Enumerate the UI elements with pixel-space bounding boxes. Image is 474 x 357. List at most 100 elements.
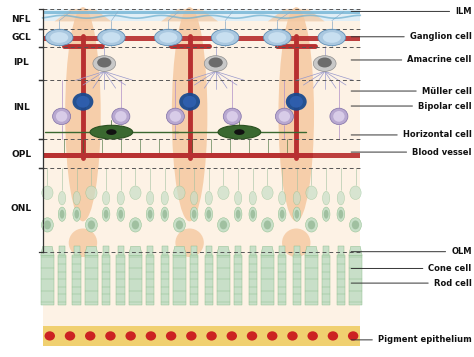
Bar <box>58 255 66 305</box>
Ellipse shape <box>161 191 168 205</box>
Bar <box>43 326 360 346</box>
Ellipse shape <box>264 220 271 230</box>
Ellipse shape <box>308 331 318 341</box>
Polygon shape <box>268 9 325 21</box>
Ellipse shape <box>73 191 81 205</box>
Ellipse shape <box>129 218 141 232</box>
Text: Ganglion cell: Ganglion cell <box>351 32 472 41</box>
Ellipse shape <box>102 191 109 205</box>
Ellipse shape <box>106 129 117 135</box>
Bar <box>129 255 142 305</box>
Ellipse shape <box>330 108 348 125</box>
Bar <box>173 255 186 305</box>
Ellipse shape <box>280 210 284 218</box>
Bar <box>43 153 360 158</box>
Ellipse shape <box>97 57 111 67</box>
Ellipse shape <box>348 331 358 341</box>
Ellipse shape <box>218 186 229 200</box>
Text: OPL: OPL <box>11 150 31 159</box>
Bar <box>234 255 242 305</box>
Bar <box>204 255 213 305</box>
Ellipse shape <box>286 93 307 111</box>
Ellipse shape <box>148 210 153 218</box>
Ellipse shape <box>278 207 286 221</box>
Ellipse shape <box>293 207 301 221</box>
Ellipse shape <box>163 210 167 218</box>
Ellipse shape <box>53 108 71 125</box>
Bar <box>292 255 301 305</box>
Bar <box>43 9 360 346</box>
Polygon shape <box>55 9 111 21</box>
Ellipse shape <box>279 191 286 205</box>
Ellipse shape <box>42 186 53 200</box>
Ellipse shape <box>318 57 332 67</box>
Ellipse shape <box>73 93 93 111</box>
Ellipse shape <box>350 186 361 200</box>
Ellipse shape <box>282 228 310 257</box>
Ellipse shape <box>234 129 245 135</box>
Bar <box>41 255 54 305</box>
Polygon shape <box>261 246 274 255</box>
Ellipse shape <box>117 207 125 221</box>
Ellipse shape <box>105 331 116 341</box>
Ellipse shape <box>218 218 229 232</box>
Ellipse shape <box>190 207 198 221</box>
Polygon shape <box>129 246 142 255</box>
Ellipse shape <box>45 331 55 341</box>
Polygon shape <box>217 246 230 255</box>
Bar <box>147 246 153 255</box>
Bar <box>118 246 124 255</box>
Ellipse shape <box>159 32 177 43</box>
Ellipse shape <box>46 29 73 46</box>
Ellipse shape <box>132 220 139 230</box>
Bar <box>337 255 345 305</box>
Bar <box>250 246 256 255</box>
Ellipse shape <box>175 228 204 257</box>
Ellipse shape <box>308 220 315 230</box>
Ellipse shape <box>279 111 290 122</box>
Ellipse shape <box>170 111 181 122</box>
Ellipse shape <box>86 186 97 200</box>
Bar <box>294 246 300 255</box>
Ellipse shape <box>73 207 81 221</box>
Ellipse shape <box>115 111 127 122</box>
Ellipse shape <box>262 218 273 232</box>
Ellipse shape <box>337 207 345 221</box>
Text: Amacrine cell: Amacrine cell <box>351 55 472 65</box>
Bar <box>73 255 81 305</box>
Bar <box>305 255 318 305</box>
Bar <box>103 246 109 255</box>
Bar <box>43 36 360 41</box>
Ellipse shape <box>117 191 124 205</box>
Ellipse shape <box>249 207 256 221</box>
Text: Bipolar cell: Bipolar cell <box>351 101 472 111</box>
Ellipse shape <box>236 210 240 218</box>
Ellipse shape <box>268 32 286 43</box>
Bar <box>349 255 362 305</box>
Ellipse shape <box>287 331 298 341</box>
Bar <box>43 11 360 14</box>
Ellipse shape <box>146 331 156 341</box>
Ellipse shape <box>209 57 223 67</box>
Ellipse shape <box>333 111 345 122</box>
Ellipse shape <box>172 7 208 221</box>
Ellipse shape <box>205 207 213 221</box>
Text: OLM: OLM <box>351 247 472 256</box>
Ellipse shape <box>227 111 238 122</box>
Text: IPL: IPL <box>13 58 29 67</box>
Ellipse shape <box>218 125 261 139</box>
Polygon shape <box>41 246 54 255</box>
Ellipse shape <box>174 186 185 200</box>
Ellipse shape <box>126 331 136 341</box>
Bar <box>85 255 98 305</box>
Text: Müller cell: Müller cell <box>351 86 472 96</box>
Ellipse shape <box>306 218 318 232</box>
Ellipse shape <box>179 93 200 111</box>
Ellipse shape <box>267 331 277 341</box>
Ellipse shape <box>323 32 341 43</box>
Ellipse shape <box>93 56 116 71</box>
Ellipse shape <box>44 220 51 230</box>
Text: INL: INL <box>13 102 30 112</box>
Bar <box>338 246 344 255</box>
Ellipse shape <box>58 207 66 221</box>
